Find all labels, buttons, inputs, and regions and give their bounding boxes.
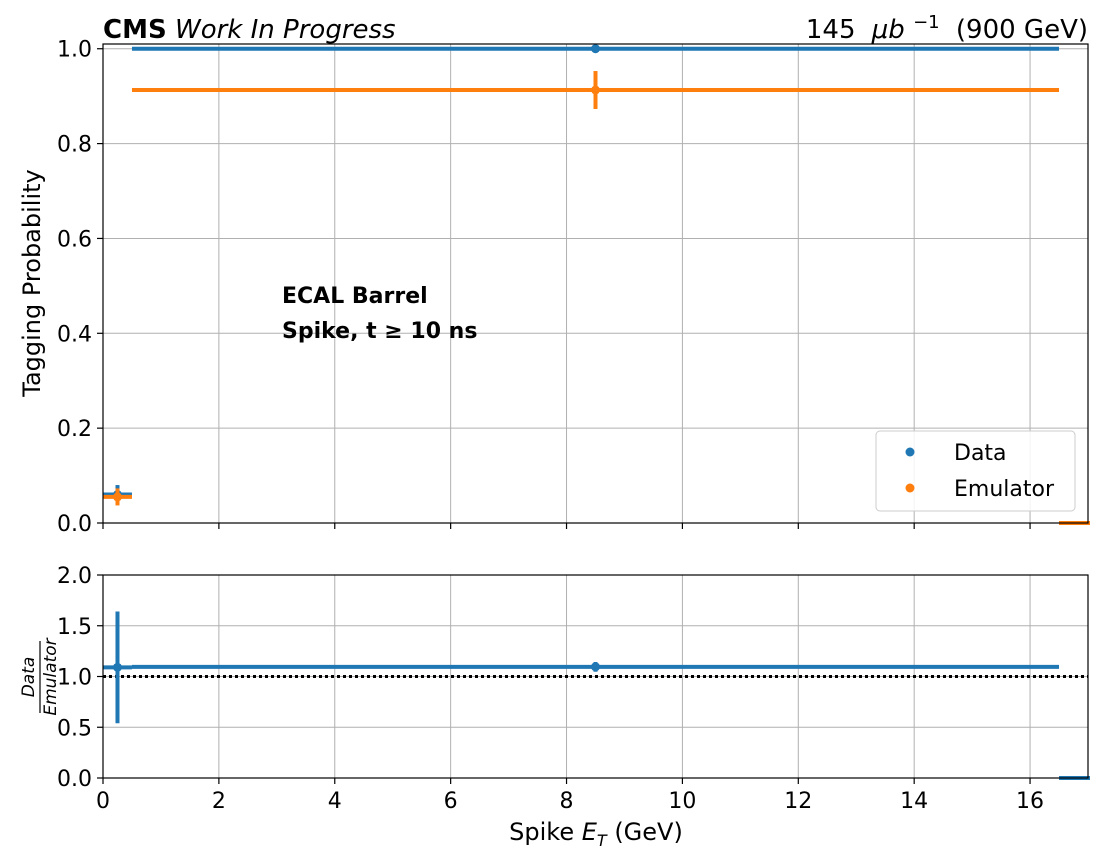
cms-label: CMS <box>103 15 167 45</box>
ratio-xtick-label: 16 <box>1016 789 1044 814</box>
main-ytick-label: 0.8 <box>57 133 92 158</box>
ratio-xtick-label: 14 <box>900 789 928 814</box>
main-ticks: 0.0 0.2 0.4 0.6 0.8 1.0 <box>57 38 1031 537</box>
ratio-ytick-label: 2.0 <box>57 564 92 589</box>
ratio-ytick-label: 0.5 <box>57 716 92 741</box>
legend-box <box>875 430 1076 512</box>
ratio-xtick-label: 0 <box>96 789 110 814</box>
ratio-marks <box>103 611 1090 780</box>
main-panel: 0.0 0.2 0.4 0.6 0.8 1.0 Tagging Probability E… <box>18 38 1090 537</box>
ratio-ticks: 0 2 4 6 8 10 12 14 16 0.0 0.5 1.0 1.5 2.0 <box>57 564 1044 814</box>
main-ytick-label: 1.0 <box>57 38 92 63</box>
status-label: Work In Progress <box>175 15 396 45</box>
annotation-line1: ECAL Barrel <box>282 284 428 309</box>
energy-label: (900 GeV) <box>956 15 1088 45</box>
legend-emulator-label: Emulator <box>954 477 1055 502</box>
lumi-value: 145 <box>806 15 856 45</box>
main-ytick-label: 0.0 <box>57 512 92 537</box>
ratio-xtick-label: 10 <box>668 789 696 814</box>
main-data-point <box>112 492 122 502</box>
legend: Data Emulator <box>875 430 1076 512</box>
ratio-ylabel: Data Emulator <box>19 637 61 715</box>
main-frame <box>102 43 1089 524</box>
main-ytick-label: 0.4 <box>57 322 92 347</box>
main-ytick-label: 0.6 <box>57 227 92 252</box>
main-data-point <box>591 85 600 95</box>
ratio-xtick-label: 8 <box>560 789 574 814</box>
annotation-line2: Spike, t ≥ 10 ns <box>282 319 477 344</box>
ratio-series-1 <box>103 611 1090 780</box>
lumi-label: 145 μb −1 (900 GeV) <box>806 5 1088 45</box>
main-ylabel: Tagging Probability <box>18 169 46 397</box>
x-axis-label: Spike ET (GeV) <box>509 818 683 850</box>
ratio-xtick-label: 12 <box>784 789 812 814</box>
main-data-point <box>591 44 600 54</box>
legend-emulator-marker <box>905 483 915 493</box>
ratio-panel: 0 2 4 6 8 10 12 14 16 0.0 0.5 1.0 1.5 2.0 Data Emulat… <box>19 564 1090 850</box>
ratio-xtick-label: 4 <box>328 789 342 814</box>
legend-data-marker <box>905 447 915 457</box>
ratio-xtick-label: 6 <box>444 789 458 814</box>
ratio-xtick-label: 2 <box>212 789 226 814</box>
main-ytick-label: 0.2 <box>57 417 92 442</box>
legend-data-label: Data <box>954 441 1007 466</box>
ratio-ytick-label: 1.0 <box>57 666 92 691</box>
ratio-ylabel-denominator: Emulator <box>41 637 61 715</box>
ratio-ytick-label: 1.5 <box>57 615 92 640</box>
ratio-ylabel-numerator: Data <box>19 657 39 698</box>
ratio-ytick-label: 0.0 <box>57 767 92 792</box>
ratio-data-point <box>112 662 122 672</box>
lumi-exponent: −1 <box>913 12 940 33</box>
lumi-unit: μb <box>871 15 905 45</box>
ratio-data-point <box>591 662 600 672</box>
